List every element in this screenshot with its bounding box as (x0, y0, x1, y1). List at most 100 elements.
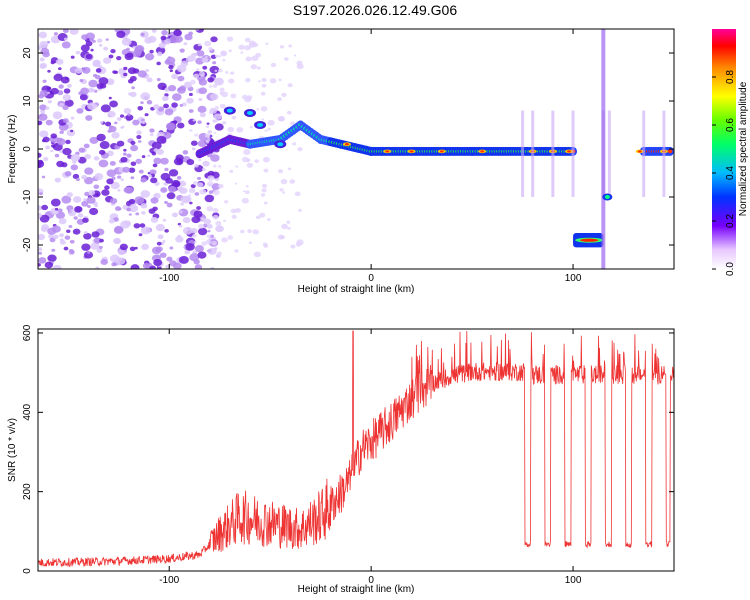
spectrogram-noise-blob (264, 129, 268, 132)
spectrogram-noise-blob (194, 133, 199, 137)
spectrogram-noise-blob (292, 142, 297, 146)
spectrogram-vertical-streak (521, 110, 525, 197)
spectrogram-noise-blob (38, 263, 41, 267)
spectrogram-noise-blob (146, 77, 153, 83)
spectrogram-noise-blob (208, 46, 213, 51)
spectrogram-noise-blob (135, 158, 142, 164)
spectrogram-noise-blob (246, 95, 253, 100)
spectrogram-noise-blob (104, 185, 110, 190)
colorbar-tick-label: 0.4 (725, 166, 736, 180)
spectrogram-noise-blob (129, 75, 137, 82)
spectrogram-noise-blob (249, 125, 253, 129)
spectrogram-noise-blob (118, 207, 122, 211)
spectrogram-noise-blob (118, 68, 123, 72)
spectrogram-noise-blob (169, 35, 179, 44)
spectrogram-noise-blob (188, 194, 192, 197)
spectrogram-noise-blob (209, 84, 213, 88)
spectrogram-noise-blob (46, 86, 52, 91)
spectrogram-noise-blob (194, 245, 204, 253)
spectrogram-noise-blob (186, 97, 194, 104)
spectrogram-noise-blob (99, 141, 110, 150)
spectrogram-noise-blob (221, 120, 227, 125)
spectrogram-noise-blob (189, 129, 193, 132)
spectrogram-noise-blob (128, 92, 133, 96)
spectrogram-noise-blob (114, 121, 118, 125)
spectrogram-noise-blob (114, 225, 124, 234)
spectrogram-noise-blob (64, 171, 72, 177)
spectrogram-noise-blob (72, 173, 80, 180)
spectrogram-vertical-streak (642, 110, 646, 197)
spectrogram-noise-blob (180, 202, 184, 206)
spectrogram-noise-blob (95, 266, 100, 269)
spectrogram-noise-blob (286, 110, 292, 115)
spectrogram-noise-blob (171, 73, 178, 80)
spectrogram-noise-blob (198, 87, 208, 95)
spectrogram-noise-blob (61, 195, 72, 204)
spectrogram-noise-blob (135, 212, 140, 216)
spectrogram-noise-blob (245, 77, 251, 83)
spectrogram-noise-blob (197, 251, 207, 259)
spectrogram-noise-blob (203, 218, 212, 225)
spectrogram-noise-blob (218, 164, 222, 168)
spectrogram-noise-blob (77, 213, 84, 218)
spectrogram-noise-blob (173, 29, 182, 37)
spectrogram-noise-blob (126, 52, 134, 58)
spectrogram-ridge-core (226, 108, 233, 113)
spectrogram-noise-blob (140, 32, 145, 37)
spectrogram-noise-blob (47, 69, 51, 73)
spectrogram-noise-blob (107, 110, 116, 118)
spectrogram-noise-blob (245, 190, 250, 195)
colorbar-label: Normalized spectral amplitude (738, 81, 749, 216)
spectrogram-noise-blob (212, 208, 219, 213)
snr-y-tick-label: 0 (22, 568, 33, 574)
spectrogram-noise-blob (160, 35, 167, 41)
spectrogram-noise-blob (64, 235, 71, 240)
spectrogram-noise-blob (183, 42, 188, 46)
spectrogram-noise-blob (130, 176, 135, 180)
spectrogram-noise-blob (280, 178, 288, 185)
spectrogram-x-ticks: -100 0 100 (159, 29, 582, 284)
spectrogram-noise-blob (191, 216, 201, 224)
spectrogram-noise-blob (122, 166, 130, 173)
spectrogram-noise-blob (108, 96, 112, 100)
spectrogram-noise-blob (58, 67, 62, 71)
spectrogram-x-tick-label: 0 (368, 273, 374, 284)
spectrogram-noise-blob (162, 218, 167, 222)
spectrogram-noise-blob (94, 172, 104, 181)
spectrogram-noise-blob (41, 175, 46, 179)
spectrogram-noise-blob (213, 132, 217, 135)
spectrogram-y-tick-label: 0 (22, 146, 33, 152)
spectrogram-noise-blob (255, 215, 261, 219)
spectrogram-noise-blob (261, 118, 265, 121)
spectrogram-noise-blob (263, 244, 268, 248)
spectrogram-noise-blob (60, 76, 70, 84)
spectrogram-noise-blob (38, 152, 42, 158)
spectrogram-noise-blob (84, 231, 88, 235)
spectrogram-noise-blob (193, 210, 203, 218)
spectrogram-noise-blob (62, 29, 69, 34)
spectrogram-noise-blob (120, 126, 124, 129)
spectrogram-noise-blob (278, 78, 282, 82)
spectrogram-noise-blob (67, 83, 72, 88)
spectrogram-noise-blob (148, 208, 156, 214)
spectrogram-noise-blob (38, 247, 43, 252)
spectrogram-noise-blob (45, 145, 51, 150)
spectrogram-noise-blob (130, 161, 137, 166)
spectrogram-noise-blob (39, 130, 49, 138)
spectrogram-noise-blob (171, 93, 182, 101)
spectrogram-vertical-streak (607, 110, 611, 197)
spectrogram-noise-blob (116, 140, 125, 147)
spectrogram-noise-blob (50, 149, 54, 153)
spectrogram-noise-blob (137, 106, 144, 111)
spectrogram-noise-blob (149, 128, 155, 133)
spectrogram-noise-blob (222, 58, 226, 62)
spectrogram-noise-blob (255, 52, 262, 58)
spectrogram-noise-blob (39, 90, 49, 97)
spectrogram-noise-blob (235, 165, 239, 168)
spectrogram-noise-blob (210, 234, 214, 238)
spectrogram-noise-blob (141, 211, 146, 215)
spectrogram-noise-blob (189, 253, 200, 262)
spectrogram-noise-blob (99, 238, 104, 243)
snr-plot: -100 0 100 0 200 400 600 Height of straight l… (7, 324, 675, 595)
